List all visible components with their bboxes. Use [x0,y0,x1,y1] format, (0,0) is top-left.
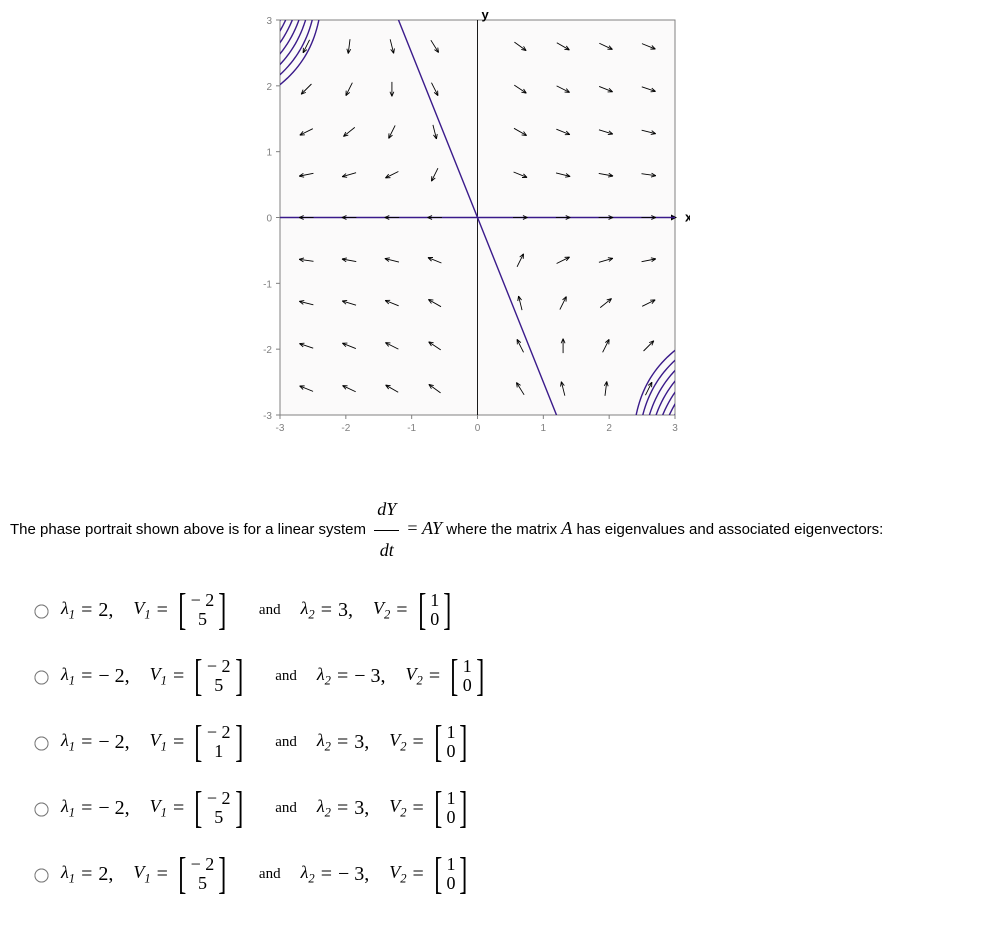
lambda1-val: 2, [98,599,113,622]
svg-text:3: 3 [266,16,272,27]
option-4-radio[interactable] [34,803,48,817]
svg-text:3: 3 [672,423,678,434]
v1-4-vector: [− 25] [175,852,230,896]
V2-sym: V2 [373,598,390,623]
lambda1-val: − 2, [98,797,129,820]
and-word: and [259,866,281,883]
lambda2-sym: λ2 [301,862,315,887]
v2-2-vector: [10] [431,720,471,764]
option-3-radio[interactable] [34,737,48,751]
option-2-radio[interactable] [34,671,48,685]
V2-sym: V2 [389,862,406,887]
svg-text:-3: -3 [263,411,272,422]
q-prefix: The phase portrait shown above is for a … [10,521,370,538]
svg-text:1: 1 [541,423,547,434]
phase-portrait-chart: -3 -2 -1 0 1 2 3 -3 -2 -1 0 1 2 3 y x [230,10,690,460]
V1-sym: V1 [150,664,167,689]
v1-1-vector: [− 25] [191,654,246,698]
svg-text:-1: -1 [263,279,272,290]
V2-sym: V2 [389,796,406,821]
v2-1-vector: [10] [447,654,487,698]
V1-sym: V1 [150,730,167,755]
matrix-A-1: A [422,518,432,538]
option-2: λ1=− 2,V1=[− 25]andλ2=− 3,V2=[10] [30,654,1005,698]
frac-num: dY [374,490,399,531]
eq-sign: = [407,518,422,538]
v2-4-vector: [10] [431,852,471,896]
svg-text:y: y [482,10,490,22]
lambda2-sym: λ2 [317,664,331,689]
lambda1-sym: λ1 [61,598,75,623]
and-word: and [275,668,297,685]
svg-text:x: x [685,210,690,225]
v1-3-vector: [− 25] [191,786,246,830]
vec-Y: Y [432,518,442,538]
svg-text:-1: -1 [407,423,416,434]
option-5-radio[interactable] [34,869,48,883]
option-1: λ1=2,V1=[− 25]andλ2=3,V2=[10] [30,588,1005,632]
and-word: and [259,602,281,619]
V2-sym: V2 [406,664,423,689]
lambda1-sym: λ1 [61,862,75,887]
lambda1-val: − 2, [98,665,129,688]
lambda2-sym: λ2 [301,598,315,623]
and-word: and [275,734,297,751]
v1-0-vector: [− 25] [175,588,230,632]
phase-portrait-container: -3 -2 -1 0 1 2 3 -3 -2 -1 0 1 2 3 y x [230,10,1005,460]
v2-0-vector: [10] [415,588,455,632]
V1-sym: V1 [133,598,150,623]
lambda1-val: 2, [98,863,113,886]
option-3: λ1=− 2,V1=[− 21]andλ2=3,V2=[10] [30,720,1005,764]
lambda2-val: 3, [354,731,369,754]
lambda2-val: − 3, [354,665,385,688]
option-4: λ1=− 2,V1=[− 25]andλ2=3,V2=[10] [30,786,1005,830]
lambda2-sym: λ2 [317,796,331,821]
q-suffix: where the matrix [446,521,561,538]
lambda2-val: 3, [338,599,353,622]
lambda1-val: − 2, [98,731,129,754]
V2-sym: V2 [389,730,406,755]
dy/dt-fraction: dY dt [374,490,399,570]
svg-text:-3: -3 [276,423,285,434]
svg-text:2: 2 [606,423,612,434]
V1-sym: V1 [133,862,150,887]
svg-text:2: 2 [266,82,272,93]
and-word: and [275,800,297,817]
svg-text:0: 0 [475,423,481,434]
lambda1-sym: λ1 [61,796,75,821]
v2-3-vector: [10] [431,786,471,830]
v1-2-vector: [− 21] [191,720,246,764]
lambda1-sym: λ1 [61,730,75,755]
options-group: λ1=2,V1=[− 25]andλ2=3,V2=[10]λ1=− 2,V1=[… [30,588,1005,896]
option-1-radio[interactable] [34,605,48,619]
svg-text:-2: -2 [341,423,350,434]
matrix-A-2: A [561,518,572,538]
lambda2-sym: λ2 [317,730,331,755]
option-5: λ1=2,V1=[− 25]andλ2=− 3,V2=[10] [30,852,1005,896]
lambda2-val: − 3, [338,863,369,886]
lambda1-sym: λ1 [61,664,75,689]
svg-text:0: 0 [266,214,272,225]
svg-text:1: 1 [266,148,272,159]
V1-sym: V1 [150,796,167,821]
svg-text:-2: -2 [263,345,272,356]
lambda2-val: 3, [354,797,369,820]
frac-den: dt [374,531,399,571]
question-text: The phase portrait shown above is for a … [10,490,1005,570]
q-suffix3: has eigenvalues and associated eigenvect… [576,521,883,538]
